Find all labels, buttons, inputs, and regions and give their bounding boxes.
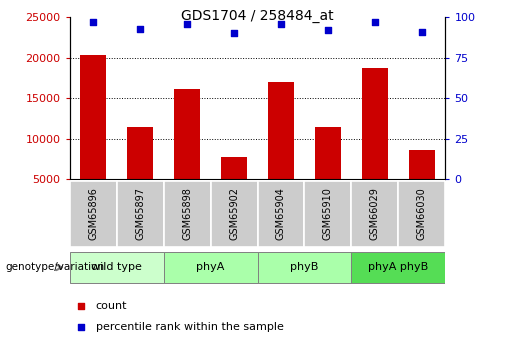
- Point: [371, 19, 379, 25]
- Text: GSM65898: GSM65898: [182, 187, 192, 240]
- Bar: [174, 89, 200, 179]
- FancyBboxPatch shape: [211, 181, 258, 247]
- FancyBboxPatch shape: [116, 181, 164, 247]
- Point: [418, 29, 426, 34]
- Bar: [221, 157, 247, 179]
- Point: [230, 31, 238, 36]
- Text: GSM65910: GSM65910: [323, 187, 333, 240]
- Text: wild type: wild type: [91, 263, 142, 272]
- Text: genotype/variation: genotype/variation: [5, 263, 104, 272]
- FancyBboxPatch shape: [70, 252, 164, 283]
- Point: [89, 19, 97, 25]
- FancyBboxPatch shape: [258, 252, 352, 283]
- FancyBboxPatch shape: [399, 181, 445, 247]
- Text: phyB: phyB: [290, 263, 319, 272]
- FancyBboxPatch shape: [304, 181, 352, 247]
- Text: phyA phyB: phyA phyB: [368, 263, 428, 272]
- Bar: [80, 55, 106, 179]
- Text: phyA: phyA: [196, 263, 225, 272]
- Point: [277, 21, 285, 27]
- Bar: [409, 150, 435, 179]
- Text: GSM65904: GSM65904: [276, 187, 286, 240]
- FancyBboxPatch shape: [352, 252, 445, 283]
- Text: GSM65902: GSM65902: [229, 187, 239, 240]
- Text: GSM65896: GSM65896: [88, 187, 98, 240]
- FancyBboxPatch shape: [352, 181, 399, 247]
- Bar: [127, 127, 153, 179]
- Point: [136, 26, 144, 31]
- FancyBboxPatch shape: [258, 181, 304, 247]
- Bar: [268, 82, 294, 179]
- Point: [77, 303, 85, 308]
- Text: percentile rank within the sample: percentile rank within the sample: [96, 322, 284, 332]
- Bar: [362, 68, 388, 179]
- FancyBboxPatch shape: [70, 181, 116, 247]
- Bar: [315, 127, 341, 179]
- Text: GSM66030: GSM66030: [417, 188, 427, 240]
- Text: count: count: [96, 301, 127, 311]
- Text: GSM65897: GSM65897: [135, 187, 145, 240]
- FancyBboxPatch shape: [164, 181, 211, 247]
- Point: [324, 28, 332, 33]
- Point: [183, 21, 191, 27]
- FancyBboxPatch shape: [164, 252, 258, 283]
- Text: GSM66029: GSM66029: [370, 187, 380, 240]
- Point: [77, 324, 85, 330]
- Text: GDS1704 / 258484_at: GDS1704 / 258484_at: [181, 9, 334, 23]
